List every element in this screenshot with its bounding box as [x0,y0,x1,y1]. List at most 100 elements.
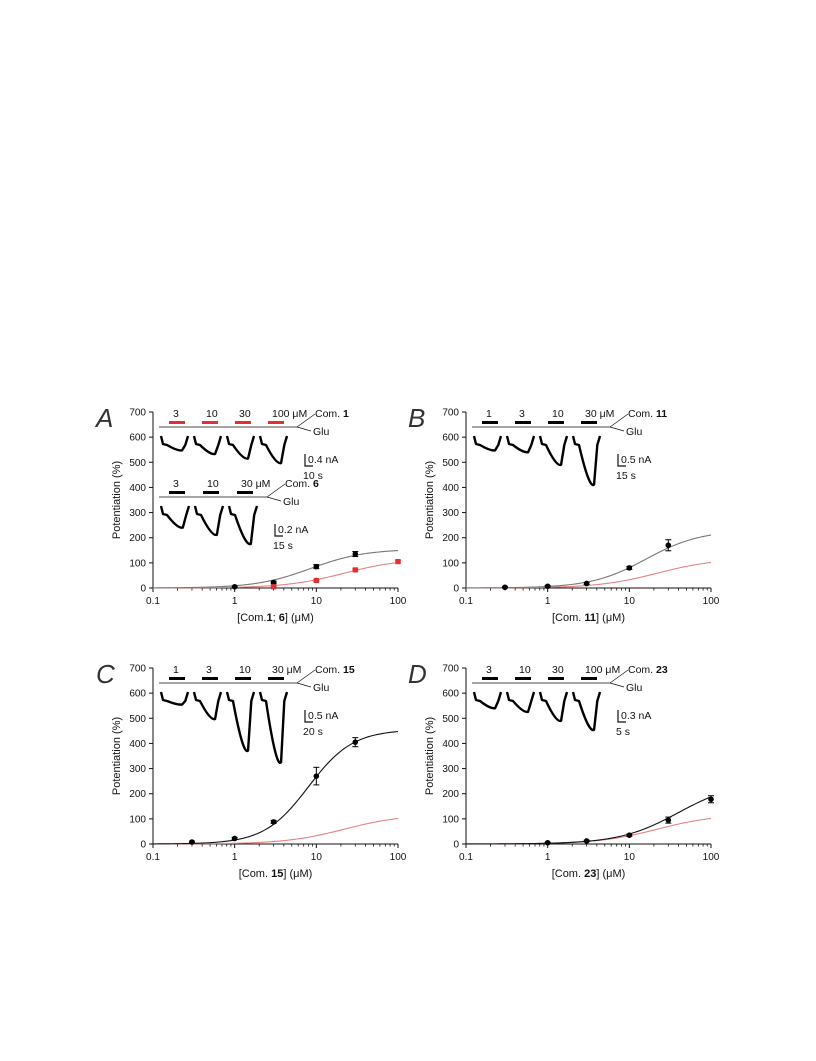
y-axis-title: Potentiation (%) [111,461,123,539]
current-trace [159,505,191,529]
concentration-label: 3 [173,408,179,420]
data-point [544,583,551,590]
data-point [395,559,401,565]
y-tick-label: 0 [140,840,146,851]
compound-bar [169,491,185,494]
compound-bar [482,677,498,680]
x-tick-label: 100 [703,596,720,607]
scale-current-label: 0.5 nA [308,710,338,722]
concentration-label: 3 [206,664,212,676]
data-point [313,577,319,584]
scale-bar [304,710,313,723]
y-tick-label: 200 [442,789,459,800]
scale-time-label: 10 s [303,470,323,482]
x-axis-title: [Com. 11] (μM) [552,612,625,624]
concentration-label: 10 [207,478,219,490]
x-axis-title-part: [Com. [237,612,266,624]
data-point [270,819,277,825]
concentration-label: 10 [552,408,564,420]
panel-a: A 0 100 200 300 400 500 600 700 0.1 1 10 100 Potentia… [94,403,407,624]
data-point [271,584,277,590]
x-tick-label: 1 [232,596,238,607]
current-trace [571,435,602,487]
y-tick-label: 400 [129,483,146,494]
x-tick-label: 1 [232,852,238,863]
scale-bar [617,454,626,467]
current-trace [159,435,190,452]
y-tick-label: 500 [129,458,146,469]
x-axis-title-bold: 1 [267,612,273,624]
y-tick-label: 300 [129,508,146,519]
y-tick-label: 700 [442,664,459,675]
compound-prefix: Com. [628,408,656,420]
x-axis-title-part: [Com. [239,868,271,880]
y-tick-label: 500 [442,458,459,469]
x-tick-label: 0.1 [459,852,473,863]
x-axis-title-bold: 15 [271,868,283,880]
current-trace [193,505,225,537]
compound-label: Com. 6 [285,478,319,490]
label-leader [609,413,629,428]
label-leader [266,483,286,498]
x-axis-title: [Com.1; 6] (μM) [237,612,314,624]
compound-number: 1 [343,408,349,420]
label-leader [609,426,625,432]
glu-label: Glu [313,426,330,438]
x-axis-title-bold: 6 [279,612,285,624]
compound-bar [268,421,284,424]
compound-number: 15 [343,664,355,676]
trace-inset: 3 10 30 μM Com. 6 Glu 0.2 nA 15 s [159,478,319,552]
y-tick-label: 100 [442,814,459,825]
current-trace [258,691,289,764]
compound-number: 11 [656,408,667,420]
x-tick-label: 100 [703,852,720,863]
compound-prefix: Com. [285,478,313,490]
y-tick-label: 200 [129,789,146,800]
concentration-label: 10 [239,664,251,676]
compound-bar [202,421,218,424]
x-axis-title-bold: 11 [584,612,596,624]
current-trace [192,435,223,456]
data-point [544,839,551,846]
y-tick-label: 700 [129,408,146,419]
y-tick-label: 500 [129,714,146,725]
panel-letter: C [96,659,115,689]
data-point [502,584,508,591]
glu-label: Glu [283,496,300,508]
y-tick-label: 100 [442,558,459,569]
y-tick-label: 200 [129,533,146,544]
trace-inset: 1 3 10 30 μM Com. 15 Glu 0.5 nA 20 s [159,664,355,764]
x-axis-title: [Com. 15] (μM) [239,868,313,880]
compound-bar [581,677,597,680]
glu-label: Glu [626,682,643,694]
compound-bar [169,677,185,680]
scale-current-label: 0.2 nA [278,524,308,536]
y-tick-label: 300 [129,764,146,775]
y-tick-label: 700 [442,408,459,419]
label-leader [296,413,316,428]
compound-bar [482,421,498,424]
current-trace [472,435,503,452]
data-point [708,796,714,803]
compound-bar [581,421,597,424]
x-tick-label: 100 [390,852,407,863]
data-point [313,563,320,570]
compound-number: 23 [656,664,668,676]
x-axis-title-part: ] (μM) [283,868,312,880]
panel-letter: A [94,403,113,433]
x-axis-title-part: ] (μM) [285,612,314,624]
glu-label: Glu [313,682,330,694]
y-tick-label: 600 [442,433,459,444]
concentration-label: 30 [552,664,564,676]
current-trace [505,691,536,714]
x-axis-title-part: [Com. [552,868,584,880]
panel-letter: D [408,659,427,689]
concentration-label: 30 μM [272,664,301,676]
concentration-label: 100 μM [272,408,307,420]
data-point [583,580,590,587]
compound-bar [235,421,251,424]
concentration-label: 3 [486,664,492,676]
scale-bar [617,710,626,723]
x-axis-title-bold: 23 [584,868,596,880]
